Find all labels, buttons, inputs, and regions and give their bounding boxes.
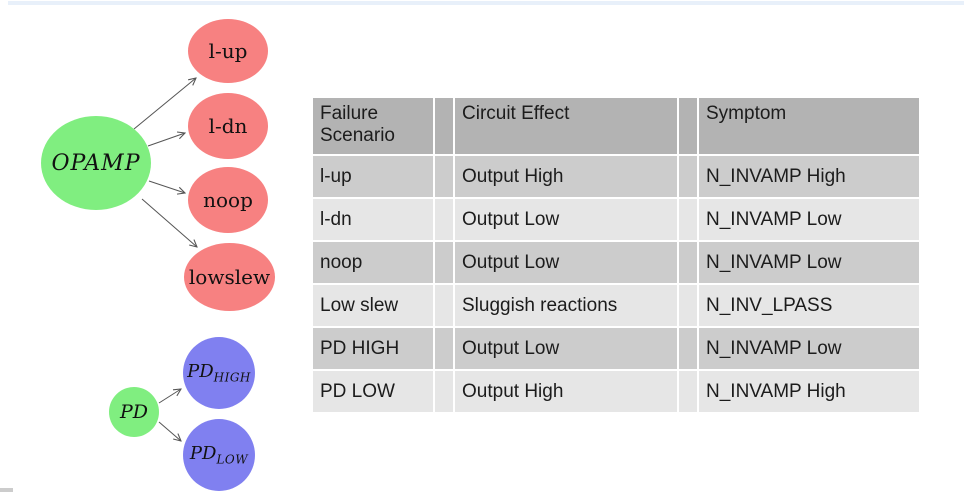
cell-effect: Output High xyxy=(455,156,677,197)
window-bottom-edge-fragment xyxy=(0,488,13,492)
cell-spacer xyxy=(679,285,697,326)
cell-scenario: PD HIGH xyxy=(313,328,433,369)
header-spacer-1 xyxy=(435,98,453,154)
cell-spacer xyxy=(435,199,453,240)
table-row: PD LOW Output High N_INVAMP High xyxy=(313,371,919,412)
node-label-pd: PD xyxy=(119,401,149,423)
cell-effect: Sluggish reactions xyxy=(455,285,677,326)
cell-spacer xyxy=(435,156,453,197)
cell-effect: Output Low xyxy=(455,328,677,369)
edge-opamp-noop xyxy=(148,180,185,193)
failure-symptom-table: Failure Scenario Circuit Effect Symptom … xyxy=(311,96,921,414)
cell-scenario: PD LOW xyxy=(313,371,433,412)
cell-symptom: N_INVAMP High xyxy=(699,156,919,197)
cell-effect: Output Low xyxy=(455,199,677,240)
table-row: Low slew Sluggish reactions N_INV_LPASS xyxy=(313,285,919,326)
node-label-lowslew: lowslew xyxy=(188,265,271,289)
cell-spacer xyxy=(435,242,453,283)
diagram-node-l-up: l-up xyxy=(188,19,268,83)
cell-scenario: noop xyxy=(313,242,433,283)
diagram-node-pd-high: PDHIGH xyxy=(183,337,255,409)
edge-opamp-lup xyxy=(133,78,196,130)
cell-symptom: N_INVAMP Low xyxy=(699,242,919,283)
edge-pd-pdlow xyxy=(158,421,181,441)
cell-spacer xyxy=(679,371,697,412)
cell-symptom: N_INVAMP High xyxy=(699,371,919,412)
diagram-node-lowslew: lowslew xyxy=(184,243,275,311)
node-label-l-dn: l-dn xyxy=(208,114,248,138)
cell-effect: Output Low xyxy=(455,242,677,283)
window-top-strip xyxy=(8,1,964,5)
table-row: noop Output Low N_INVAMP Low xyxy=(313,242,919,283)
cell-symptom: N_INV_LPASS xyxy=(699,285,919,326)
node-label-l-up: l-up xyxy=(208,39,248,63)
diagram-node-pd-low: PDLOW xyxy=(183,419,255,491)
node-label-pd-low: PDLOW xyxy=(189,443,249,467)
cell-spacer xyxy=(679,242,697,283)
cell-spacer xyxy=(435,285,453,326)
header-spacer-2 xyxy=(679,98,697,154)
table-row: l-dn Output Low N_INVAMP Low xyxy=(313,199,919,240)
diagram-node-l-dn: l-dn xyxy=(188,93,268,159)
cell-symptom: N_INVAMP Low xyxy=(699,328,919,369)
cell-scenario: l-dn xyxy=(313,199,433,240)
cell-scenario: Low slew xyxy=(313,285,433,326)
edge-pd-pdhigh xyxy=(158,389,181,404)
table-row: PD HIGH Output Low N_INVAMP Low xyxy=(313,328,919,369)
edge-opamp-ldn xyxy=(147,133,185,147)
table-row: l-up Output High N_INVAMP High xyxy=(313,156,919,197)
header-failure-scenario: Failure Scenario xyxy=(313,98,433,154)
node-label-noop: noop xyxy=(203,188,253,212)
cell-spacer xyxy=(679,199,697,240)
header-circuit-effect: Circuit Effect xyxy=(455,98,677,154)
cell-effect: Output High xyxy=(455,371,677,412)
cell-scenario: l-up xyxy=(313,156,433,197)
cell-spacer xyxy=(435,371,453,412)
cell-spacer xyxy=(679,328,697,369)
table-header-row: Failure Scenario Circuit Effect Symptom xyxy=(313,98,919,154)
diagram-node-opamp: OPAMP xyxy=(41,116,151,210)
diagram-node-pd: PD xyxy=(109,387,159,437)
node-label-pd-high: PDHIGH xyxy=(187,361,251,385)
header-symptom: Symptom xyxy=(699,98,919,154)
cell-symptom: N_INVAMP Low xyxy=(699,199,919,240)
node-label-opamp: OPAMP xyxy=(51,150,141,176)
diagram-node-noop: noop xyxy=(188,167,268,233)
cell-spacer xyxy=(679,156,697,197)
cell-spacer xyxy=(435,328,453,369)
